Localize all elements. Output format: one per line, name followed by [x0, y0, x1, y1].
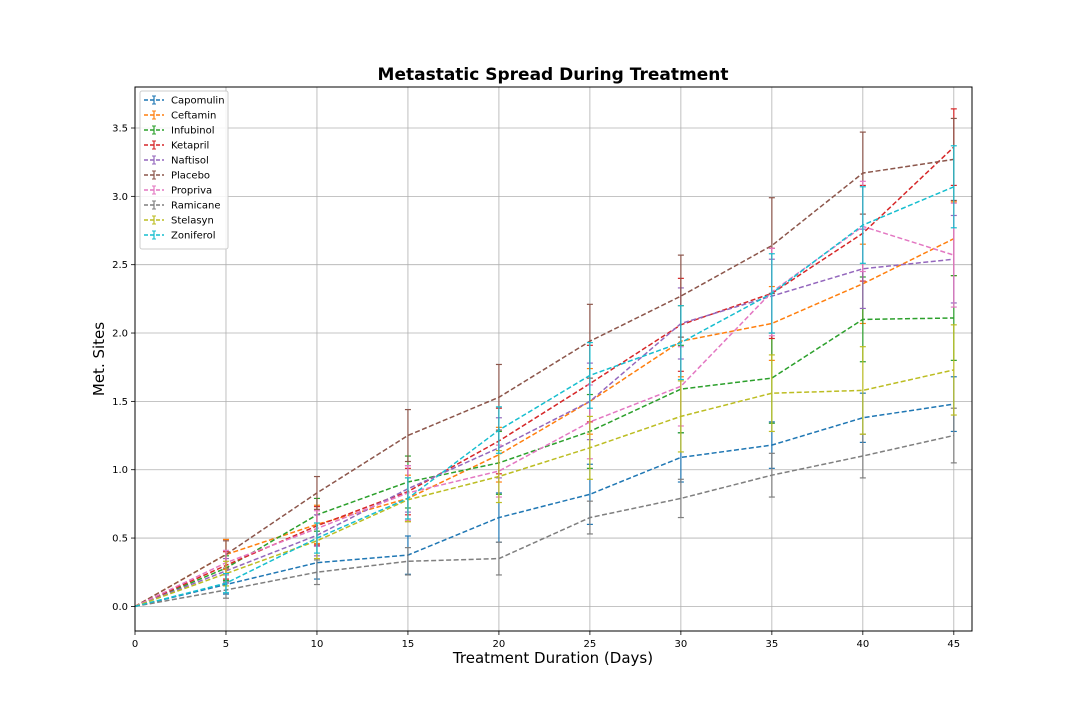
y-tick-label: 1.0: [112, 465, 128, 476]
series-line-naftisol: [134, 258, 954, 608]
series-zoniferol: [134, 145, 957, 608]
legend-item-ramicane: Ramicane: [144, 200, 221, 212]
y-tick-label: 2.0: [112, 329, 128, 340]
series-line-ramicane: [134, 434, 954, 608]
legend-item-ceftamin: Ceftamin: [144, 110, 216, 122]
y-tick-label: 2.5: [112, 260, 128, 271]
legend-item-zoniferol: Zoniferol: [144, 230, 216, 242]
legend-label-naftisol: Naftisol: [171, 156, 209, 167]
x-tick-label: 25: [584, 639, 597, 650]
y-tick-label: 0.5: [112, 534, 128, 545]
y-tick-label: 3.0: [112, 192, 128, 203]
x-tick-label: 40: [856, 639, 869, 650]
legend-label-zoniferol: Zoniferol: [171, 231, 216, 242]
x-tick-label: 15: [402, 639, 415, 650]
x-tick-label: 5: [223, 639, 229, 650]
x-axis-label: Treatment Duration (Days): [452, 649, 653, 667]
series-line-capomulin: [134, 403, 954, 608]
legend-item-propriva: Propriva: [144, 185, 212, 197]
legend-item-stelasyn: Stelasyn: [144, 215, 214, 227]
series-line-ceftamin: [134, 238, 955, 608]
x-tick-label: 20: [493, 639, 506, 650]
series-line-ketapril: [134, 146, 955, 608]
legend-item-infubinol: Infubinol: [144, 125, 215, 137]
legend-label-ceftamin: Ceftamin: [171, 111, 216, 122]
plot-frame: [134, 86, 973, 632]
y-tick-label: 3.5: [112, 124, 128, 135]
legend-label-infubinol: Infubinol: [171, 126, 215, 137]
y-tick-label: 1.5: [112, 397, 128, 408]
series-line-placebo: [134, 158, 954, 608]
legend-item-ketapril: Ketapril: [144, 140, 209, 152]
legend-item-placebo: Placebo: [144, 170, 210, 182]
x-tick-label: 10: [311, 639, 324, 650]
legend: Capomulin Ceftamin Infubinol Ketapril Naftis…: [139, 90, 229, 250]
series-layer: [134, 108, 957, 608]
series-line-infubinol: [134, 317, 954, 608]
legend-label-stelasyn: Stelasyn: [171, 216, 214, 227]
legend-label-ramicane: Ramicane: [171, 201, 221, 212]
legend-label-propriva: Propriva: [171, 186, 212, 197]
x-tick-label: 35: [765, 639, 778, 650]
series-line-zoniferol: [134, 186, 955, 608]
legend-label-capomulin: Capomulin: [171, 96, 225, 107]
legend-label-placebo: Placebo: [171, 171, 210, 182]
y-axis-ticks: 0.0 0.5 1.0 1.5 2.0 2.5 3.0 3.5: [112, 124, 135, 613]
x-axis-ticks: 0 5 10 15 20 25 30 35 40 45: [132, 631, 960, 650]
y-axis-label: Met. Sites: [90, 322, 108, 396]
chart-title: Metastatic Spread During Treatment: [378, 65, 729, 85]
x-tick-label: 45: [947, 639, 960, 650]
legend-label-ketapril: Ketapril: [171, 141, 209, 152]
legend-item-naftisol: Naftisol: [144, 155, 209, 167]
series-line-stelasyn: [134, 369, 954, 608]
legend-item-capomulin: Capomulin: [144, 95, 225, 107]
x-tick-label: 30: [675, 639, 688, 650]
x-tick-label: 0: [132, 639, 138, 650]
y-tick-label: 0.0: [112, 602, 128, 613]
